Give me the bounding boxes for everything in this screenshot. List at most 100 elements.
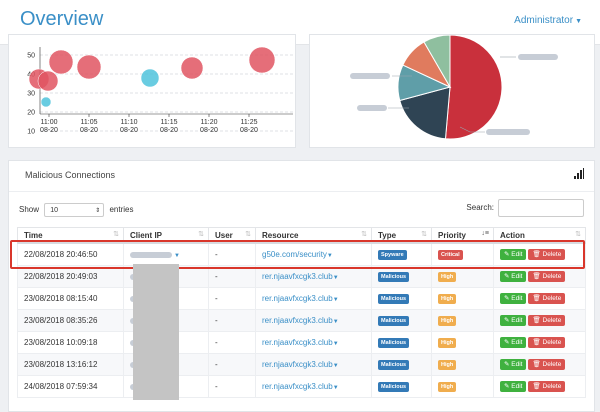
cell-time: 23/08/2018 13:16:12 [17, 353, 124, 376]
delete-button[interactable]: 🗑 Delete [528, 271, 566, 282]
caret-down-icon: ▼ [332, 385, 339, 391]
edit-label: Edit [511, 251, 523, 258]
user-menu-label: Administrator [514, 15, 574, 26]
delete-label: Delete [542, 383, 562, 390]
edit-button[interactable]: ✎ Edit [500, 271, 527, 282]
resource-link[interactable]: rer.njaavfxcgk3.club [262, 272, 333, 281]
column-header-label: Priority [438, 230, 467, 240]
delete-button[interactable]: 🗑 Delete [528, 315, 566, 326]
table-row[interactable]: 24/08/2018 07:59:34 ▼ -rer.njaavfxcgk3.clu… [17, 375, 586, 398]
bubble-point[interactable] [140, 68, 160, 88]
column-header-time[interactable]: Time ⇅ [17, 227, 124, 244]
select-arrows-icon: ⇕ [95, 208, 101, 214]
malicious-connections-panel: Malicious Connections Show 10 ⇕ entries S… [8, 160, 595, 412]
cell-time: 23/08/2018 10:09:18 [17, 331, 124, 354]
bubble-point[interactable] [248, 46, 276, 74]
cell-resource[interactable]: rer.njaavfxcgk3.club▼ [255, 375, 372, 398]
search-input[interactable] [498, 199, 584, 217]
user-menu[interactable]: Administrator ▼ [514, 15, 582, 26]
redacted-ip [130, 251, 172, 258]
divider [9, 191, 594, 192]
table-row[interactable]: 23/08/2018 10:09:18 ▼ -rer.njaavfxcgk3.clu… [17, 331, 586, 354]
column-header-label: Resource [262, 230, 299, 240]
cell-type: Malicious [371, 375, 432, 398]
bubble-point[interactable] [48, 49, 74, 75]
bar-chart-icon[interactable] [574, 168, 584, 179]
delete-button[interactable]: 🗑 Delete [528, 381, 566, 392]
cell-resource[interactable]: rer.njaavfxcgk3.club▼ [255, 309, 372, 332]
caret-down-icon: ▼ [332, 297, 339, 303]
cell-time: 22/08/2018 20:49:03 [17, 265, 124, 288]
pie-slice[interactable] [423, 34, 451, 89]
edit-button[interactable]: ✎ Edit [500, 315, 527, 326]
y-tick-label: 30 [27, 91, 35, 98]
priority-badge: High [438, 360, 457, 370]
resource-link[interactable]: rer.njaavfxcgk3.club [262, 382, 333, 391]
column-header-action[interactable]: Action ⇅ [493, 227, 586, 244]
delete-button[interactable]: 🗑 Delete [528, 249, 566, 260]
caret-down-icon: ▼ [332, 319, 339, 325]
cell-type: Malicious [371, 287, 432, 310]
bubble-point[interactable] [180, 56, 204, 80]
sort-icon: ⇅ [113, 231, 119, 238]
edit-button[interactable]: ✎ Edit [500, 249, 527, 260]
cell-resource[interactable]: rer.njaavfxcgk3.club▼ [255, 287, 372, 310]
sort-icon: ⇅ [421, 231, 427, 238]
pie-label-redacted [350, 73, 390, 79]
resource-link[interactable]: g50e.com/security [262, 250, 327, 259]
column-header-user[interactable]: User ⇅ [208, 227, 256, 244]
delete-button[interactable]: 🗑 Delete [528, 293, 566, 304]
column-header-resource[interactable]: Resource ⇅ [255, 227, 372, 244]
x-tick-time: 11:25 [241, 119, 258, 126]
edit-button[interactable]: ✎ Edit [500, 337, 527, 348]
x-tick-date: 08-20 [120, 127, 138, 134]
table-row[interactable]: 22/08/2018 20:46:50 ▼ - g50e.com/security▼ S… [17, 242, 586, 266]
delete-button[interactable]: 🗑 Delete [528, 337, 566, 348]
cell-action: ✎ Edit 🗑 Delete [493, 309, 586, 332]
resource-link[interactable]: rer.njaavfxcgk3.club [262, 316, 333, 325]
edit-button[interactable]: ✎ Edit [500, 359, 527, 370]
entries-label: entries [109, 205, 134, 215]
panel-title: Malicious Connections [25, 170, 116, 180]
type-badge: Malicious [378, 382, 410, 392]
column-header-type[interactable]: Type ⇅ [371, 227, 432, 244]
cell-resource[interactable]: rer.njaavfxcgk3.club▼ [255, 353, 372, 376]
edit-button[interactable]: ✎ Edit [500, 293, 527, 304]
priority-badge: High [438, 294, 457, 304]
x-tick-date: 08-20 [160, 127, 178, 134]
cell-user: - [208, 265, 256, 288]
cell-priority: High [431, 265, 494, 288]
delete-button[interactable]: 🗑 Delete [528, 359, 566, 370]
x-tick-time: 11:15 [161, 119, 178, 126]
table-row[interactable]: 23/08/2018 13:16:12 ▼ -rer.njaavfxcgk3.clu… [17, 353, 586, 376]
table-row[interactable]: 23/08/2018 08:35:26 ▼ -rer.njaavfxcgk3.clu… [17, 309, 586, 332]
edit-label: Edit [511, 383, 523, 390]
redaction-block [133, 264, 179, 400]
page-size-select[interactable]: 10 ⇕ [44, 203, 105, 217]
cell-action: ✎ Edit 🗑 Delete [493, 375, 586, 398]
pie-slice[interactable] [399, 86, 451, 140]
pie-slice[interactable] [444, 34, 503, 140]
cell-priority: High [431, 287, 494, 310]
cell-time: 23/08/2018 08:15:40 [17, 287, 124, 310]
column-header-label: User [215, 230, 233, 240]
type-badge: Malicious [378, 360, 410, 370]
bubble-point[interactable] [37, 70, 59, 92]
cell-action: ✎ Edit 🗑 Delete [493, 287, 586, 310]
resource-link[interactable]: rer.njaavfxcgk3.club [262, 338, 333, 347]
pie-chart-panel [309, 34, 595, 148]
resource-link[interactable]: rer.njaavfxcgk3.club [262, 294, 333, 303]
type-badge: Malicious [378, 294, 410, 304]
edit-label: Edit [511, 361, 523, 368]
search-control: Search: [466, 199, 584, 217]
cell-resource[interactable]: rer.njaavfxcgk3.club▼ [255, 331, 372, 354]
table-row[interactable]: 23/08/2018 08:15:40 ▼ -rer.njaavfxcgk3.clu… [17, 287, 586, 310]
resource-link[interactable]: rer.njaavfxcgk3.club [262, 360, 333, 369]
bubble-point[interactable] [40, 96, 52, 108]
cell-user: - [208, 331, 256, 354]
x-tick-time: 11:10 [121, 119, 138, 126]
bubble-point[interactable] [76, 54, 102, 80]
priority-badge: High [438, 382, 457, 392]
edit-button[interactable]: ✎ Edit [500, 381, 527, 392]
delete-label: Delete [542, 317, 562, 324]
